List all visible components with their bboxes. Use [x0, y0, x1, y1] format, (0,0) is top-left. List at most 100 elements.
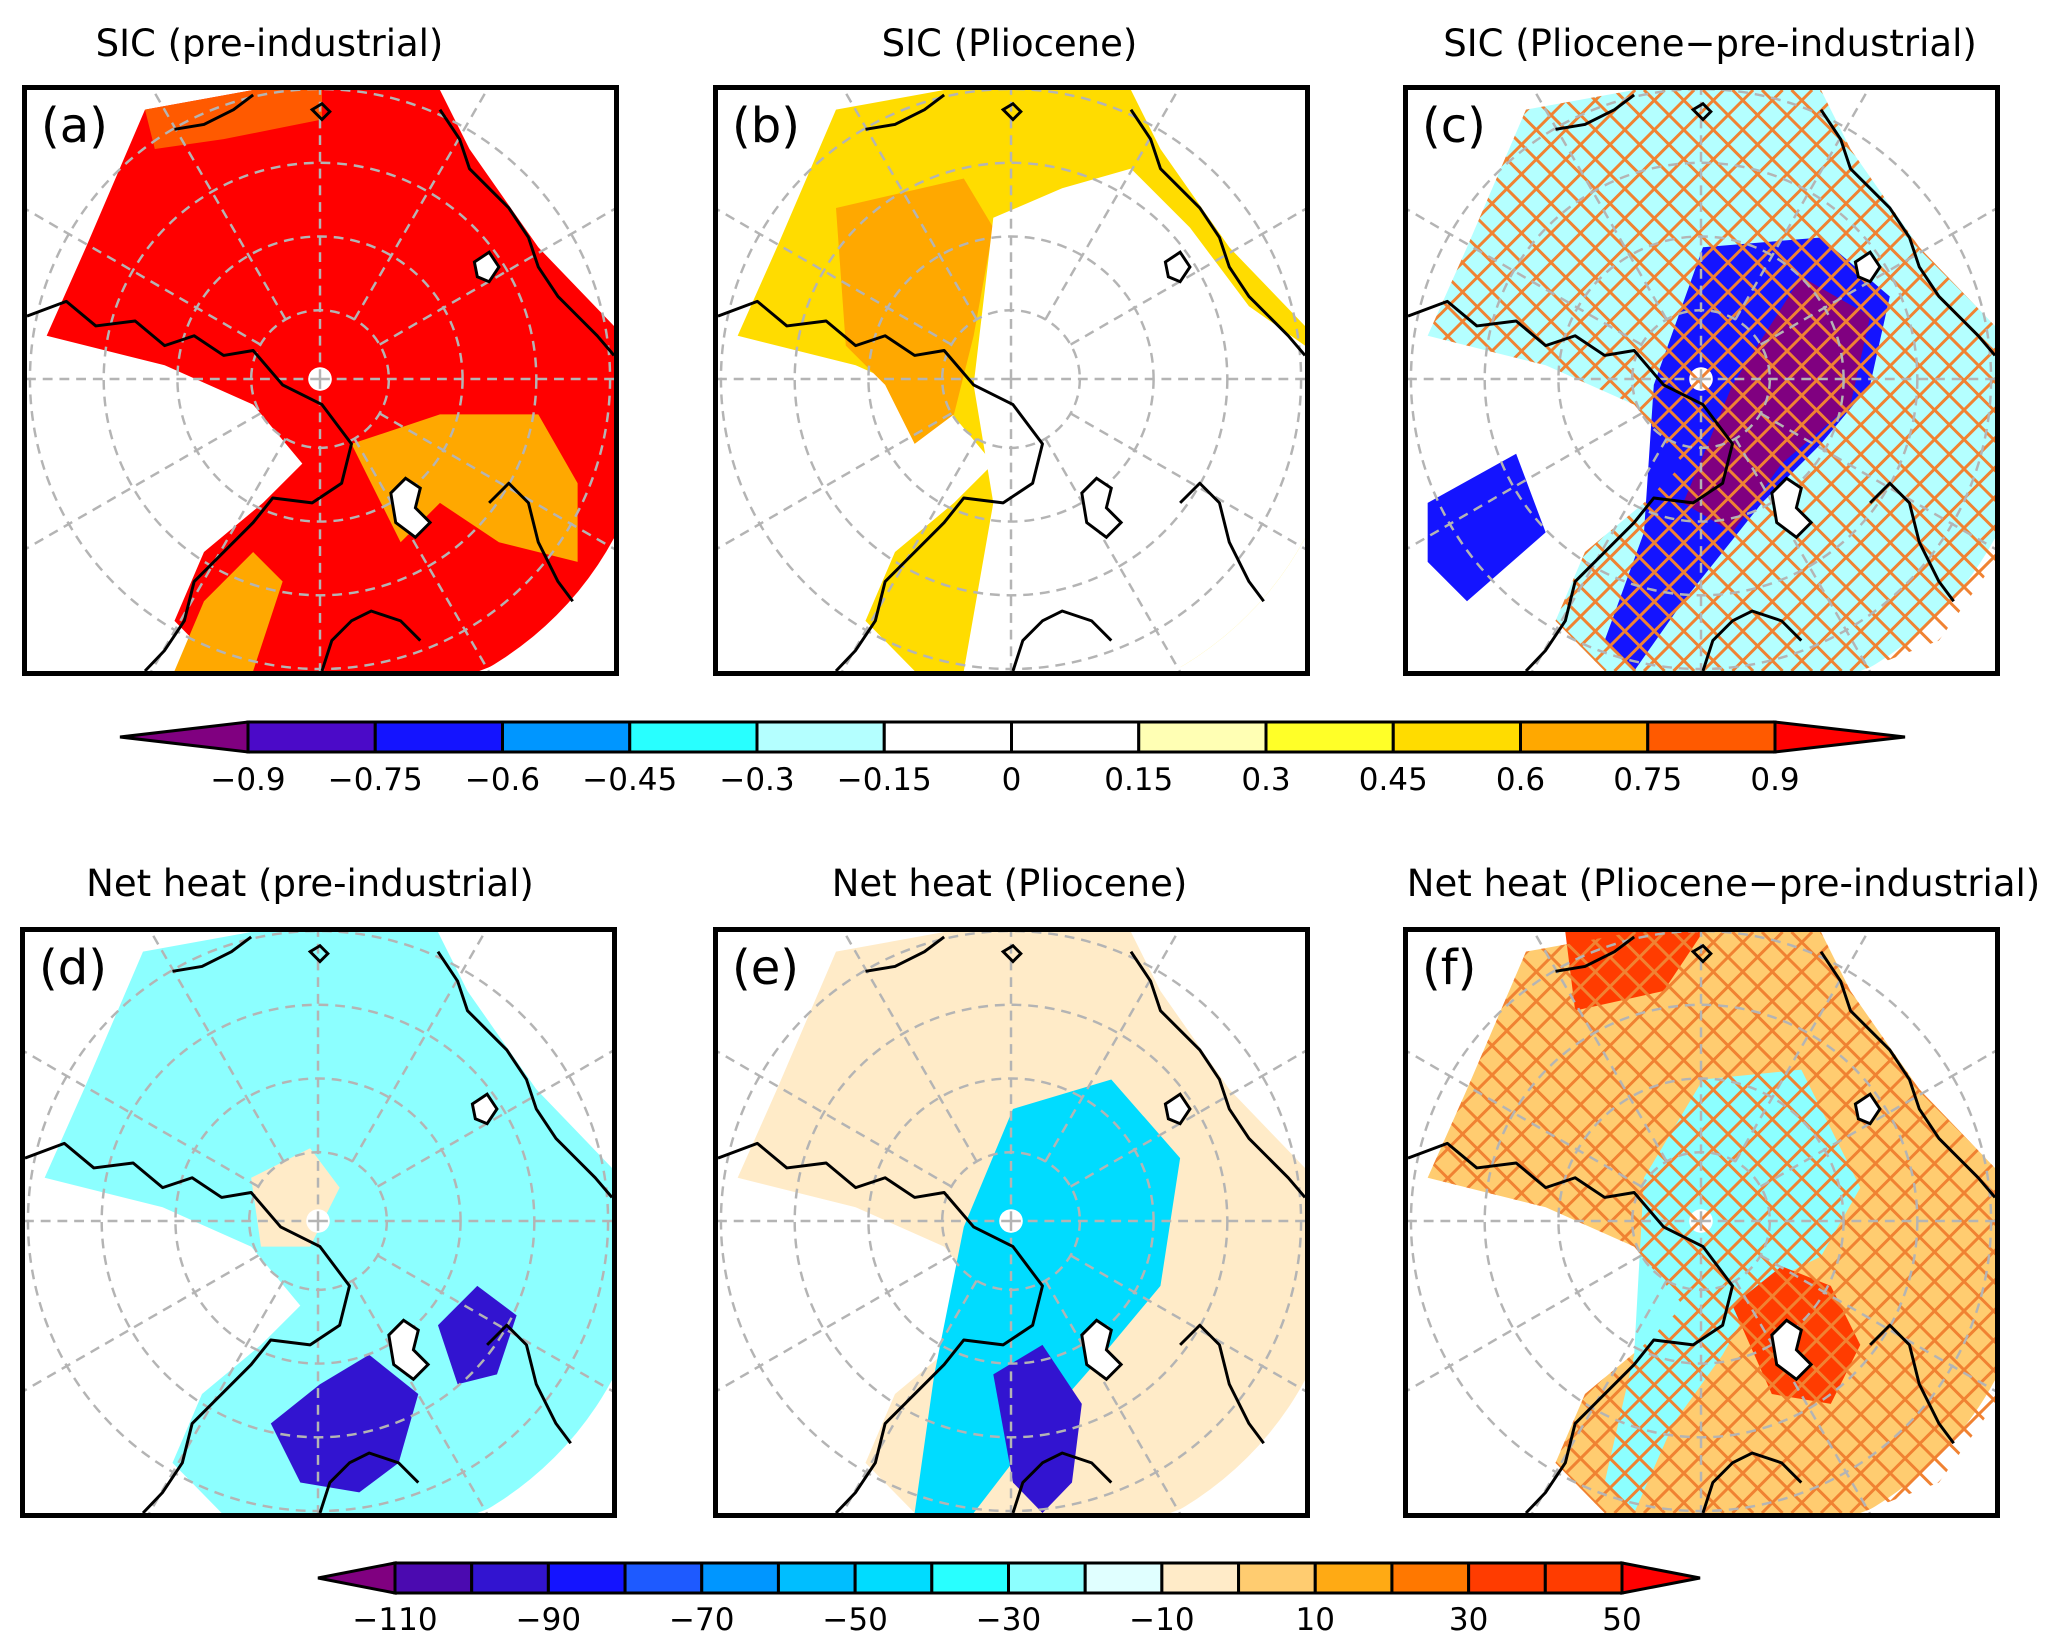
hatch-line [1436, 90, 1995, 671]
colorbar-over-arrow [1620, 1561, 1701, 1595]
hatch-line [1672, 90, 1995, 671]
meridian-line [842, 90, 978, 321]
hatch-line [1790, 90, 1995, 671]
meridian-line [351, 932, 487, 1163]
meridian-line [1530, 1280, 1668, 1513]
field-region-pacific-edge [144, 90, 322, 149]
polar-grid [25, 932, 612, 1513]
meridian-line [1530, 438, 1668, 671]
colorbar-box [393, 1561, 474, 1595]
svalbard-island [1080, 1318, 1124, 1382]
latitude-circle [100, 1003, 536, 1439]
meridian-line [353, 438, 491, 671]
latitude-circle [793, 161, 1229, 597]
colorbar-box [776, 1561, 857, 1595]
colorbar-box [1543, 1561, 1624, 1595]
meridian-line [1760, 1049, 1995, 1188]
panel-label-e: (e) [732, 940, 799, 996]
field-region-barents-sea [993, 1344, 1082, 1513]
colorbar-over-arrow [1773, 720, 1906, 754]
hatch-line [1427, 90, 1902, 671]
hatch-line [1427, 932, 1873, 1513]
colorbar-box [373, 720, 504, 754]
colorbar-tick-label: 0.45 [1359, 762, 1428, 798]
map-f [1408, 932, 1995, 1513]
colorbar-tick-label: 0.9 [1750, 762, 1799, 798]
field-region-barents-sea [1565, 932, 1703, 1011]
hatch-line [1760, 90, 1995, 671]
colorbar-box [1083, 1561, 1164, 1595]
coastline [1011, 609, 1113, 671]
coastline [1408, 1141, 1734, 1513]
coastline [320, 609, 422, 671]
colorbar-box [1313, 1561, 1394, 1595]
meridian-line [1408, 1050, 1643, 1188]
panel-title-d: Net heat (pre-industrial) [86, 862, 534, 905]
coastline [25, 1141, 351, 1513]
colorbar-tick-label: 0 [1002, 762, 1022, 798]
colorbar-box [1390, 1561, 1471, 1595]
coastline [27, 299, 353, 671]
meridian-line [25, 1050, 260, 1188]
colorbar-tick-label: −0.15 [837, 762, 932, 798]
hatch-line [1495, 90, 1995, 671]
meridian-line [1532, 932, 1668, 1163]
coastline [1819, 108, 1995, 357]
colorbar-sic: −0.9 −0.75 −0.6 −0.45 −0.3 −0.15 0 0.15 0.3 0.45 0… [0, 0, 2067, 820]
colorbar-box [1137, 720, 1268, 754]
colorbar-tick-label: 0.3 [1241, 762, 1290, 798]
colorbar-tick-label: −0.6 [465, 762, 540, 798]
coastline [318, 1451, 420, 1513]
island [1690, 943, 1713, 964]
hatch-line [1495, 932, 1995, 1513]
meridian-line [151, 90, 287, 321]
coastline [1408, 299, 1734, 671]
meridian-line [1044, 932, 1180, 1163]
meridian-line [842, 932, 978, 1163]
coastline [174, 93, 255, 131]
map-c [1408, 90, 1995, 671]
meridian-line [1734, 438, 1872, 671]
coastline [438, 108, 614, 357]
colorbar-box [1160, 1561, 1241, 1595]
coastline [865, 93, 946, 131]
meridian-line [718, 1254, 953, 1392]
hatch-line [1427, 90, 1991, 671]
hatch-line [1524, 932, 1995, 1513]
colorbar-box [1391, 720, 1522, 754]
colorbar-box [700, 1561, 780, 1595]
hatch-line [1731, 90, 1995, 671]
svalbard-island [389, 476, 433, 540]
meridian-line [718, 412, 953, 550]
panel-title-b: SIC (Pliocene) [881, 22, 1138, 65]
latitude-circle [102, 161, 538, 597]
island [1163, 250, 1192, 284]
colorbar-box [623, 1561, 704, 1595]
meridian-line [840, 1280, 978, 1513]
field-region-barents-sea [437, 1285, 517, 1385]
hatch-line [1760, 932, 1995, 1513]
hatch-line [1427, 90, 1873, 671]
meridian-line [1044, 90, 1180, 321]
hatch-line [1819, 932, 1995, 1513]
colorbar-box [470, 1561, 550, 1595]
colorbar-tick-label: −50 [822, 1602, 887, 1638]
meridian-line [1734, 1280, 1872, 1513]
latitude-circle [793, 1003, 1229, 1439]
colorbar-tick-label: 0.6 [1496, 762, 1545, 798]
meridian-line [718, 208, 953, 346]
svalbard-island [387, 1318, 431, 1382]
hatch-line [1642, 932, 1995, 1513]
hatch-line [1878, 932, 1995, 1513]
coastline [865, 935, 946, 973]
field-region-ice-edge [1427, 453, 1546, 602]
colorbar-tick-label: −70 [669, 1602, 734, 1638]
colorbar-tick-label: −0.3 [719, 762, 794, 798]
colorbar-tick-label: 50 [1602, 1602, 1641, 1638]
meridian-line [25, 1254, 260, 1392]
meridian-line [1070, 1254, 1305, 1393]
significance-hatching [1427, 90, 1995, 671]
field-region-eurasian-basin [914, 1079, 1181, 1513]
